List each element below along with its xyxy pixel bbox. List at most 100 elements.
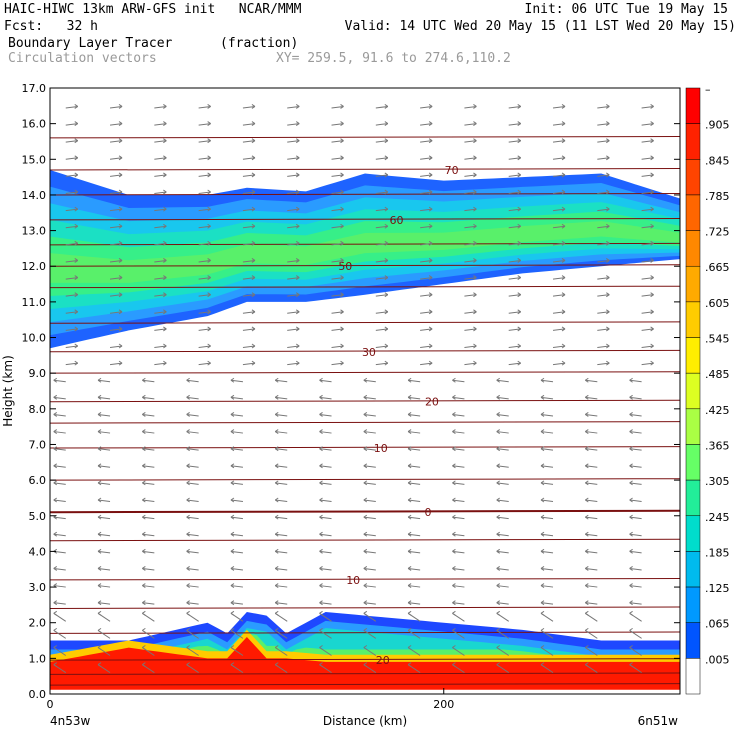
vector-arrowhead [207, 242, 211, 246]
vector-arrowhead [496, 465, 500, 469]
vector-arrow [287, 294, 300, 297]
vector-arrowhead [407, 448, 412, 452]
vector-arrow [629, 396, 642, 400]
vector-arrowhead [163, 362, 167, 366]
colorbar-swatch [685, 87, 701, 124]
vector-arrowhead [650, 242, 654, 246]
vector-arrowhead [319, 629, 323, 633]
vector-arrowhead [452, 414, 456, 417]
vector-arrowhead [585, 550, 589, 554]
vector-arrow [242, 345, 255, 349]
vector-arrowhead [274, 583, 279, 586]
vector-arrow [375, 208, 388, 212]
vector-arrowhead [540, 568, 545, 571]
vector-arrowhead [452, 645, 456, 648]
vector-arrowhead [230, 627, 235, 631]
vector-arrowhead [473, 206, 477, 210]
vector-arrowhead [629, 482, 633, 486]
vector-arrowhead [629, 550, 633, 554]
vector-arrow [585, 499, 598, 503]
vector-arrowhead [496, 482, 500, 486]
vector-arrowhead [74, 174, 79, 178]
vector-arrow [363, 567, 376, 571]
vector-arrowhead [629, 662, 633, 666]
contour-label: 50 [338, 260, 352, 273]
vector-arrowhead [428, 140, 433, 144]
vector-arrow [597, 157, 610, 160]
vector-arrowhead [118, 326, 123, 330]
vector-arrow [585, 465, 598, 468]
vector-arrow [53, 602, 66, 605]
vector-arrowhead [186, 499, 190, 503]
vector-arrowhead [142, 600, 146, 604]
vector-arrowhead [319, 429, 323, 432]
vector-arrowhead [540, 548, 545, 552]
vector-arrowhead [207, 172, 211, 176]
vector-arrowhead [540, 583, 545, 586]
vector-arrowhead [74, 140, 79, 144]
vector-arrowhead [319, 446, 323, 450]
vector-arrowhead [186, 583, 190, 586]
vector-arrow [331, 362, 344, 366]
vector-arrowhead [561, 311, 566, 315]
vector-arrowhead [561, 260, 566, 263]
vector-arrowhead [606, 345, 610, 349]
vector-arrow [65, 123, 78, 126]
vector-arrowhead [585, 647, 589, 650]
colorbar-swatch [685, 301, 701, 338]
vector-arrowhead [585, 431, 589, 434]
vector-arrowhead [97, 647, 102, 650]
vector-arrowhead [207, 225, 211, 229]
colorbar-label: .785 [705, 190, 730, 203]
vector-arrowhead [496, 499, 500, 503]
vector-arrowhead [428, 155, 433, 159]
vector-arrowhead [97, 499, 102, 503]
contour-line [49, 509, 681, 514]
vector-arrowhead [407, 602, 412, 606]
colorbar-swatch [685, 337, 701, 374]
vector-arrowhead [496, 645, 500, 648]
vector-arrowhead [407, 600, 412, 604]
vector-arrowhead [142, 531, 146, 535]
vector-arrow [597, 242, 610, 246]
vector-arrowhead [274, 414, 279, 417]
vector-arrowhead [561, 240, 566, 244]
vector-arrowhead [363, 482, 368, 486]
vector-arrow [420, 105, 433, 109]
vector-arrowhead [407, 379, 412, 383]
vector-arrowhead [363, 497, 368, 501]
vector-arrowhead [319, 627, 323, 631]
vector-arrowhead [517, 328, 521, 332]
contour-line [49, 578, 681, 581]
vector-arrowhead [407, 629, 412, 633]
vector-arrowhead [428, 223, 433, 227]
vector-arrow [331, 191, 344, 195]
vector-arrow [275, 482, 288, 485]
vector-arrow [496, 448, 509, 451]
cross-section-endpoints: XY= 259.5, 91.6 to 274.6,110.2 [276, 51, 511, 66]
vector-arrowhead [340, 225, 344, 229]
vector-arrow [242, 328, 255, 331]
vector-arrow [540, 465, 554, 468]
vector-arrowhead [53, 531, 58, 535]
vector-arrow [97, 516, 111, 520]
vector-arrowhead [207, 106, 211, 109]
vector-arrowhead [340, 191, 344, 195]
vector-arrowhead [118, 225, 123, 229]
vector-arrowhead [407, 465, 412, 469]
vector-arrowhead [363, 583, 368, 586]
colorbar-swatch [685, 123, 701, 160]
vector-arrowhead [585, 612, 589, 616]
vector-arrowhead [561, 275, 566, 278]
vector-arrowhead [97, 629, 102, 633]
vector-arrowhead [428, 206, 433, 210]
vector-arrow [552, 311, 566, 314]
vector-arrowhead [118, 138, 123, 142]
vector-arrow [585, 396, 598, 400]
vector-arrowhead [384, 223, 389, 227]
vector-arrow [154, 225, 167, 229]
vector-arrowhead [384, 206, 389, 210]
vector-arrowhead [407, 482, 412, 486]
colorbar-swatch [685, 194, 701, 231]
vector-arrowhead [295, 208, 300, 212]
